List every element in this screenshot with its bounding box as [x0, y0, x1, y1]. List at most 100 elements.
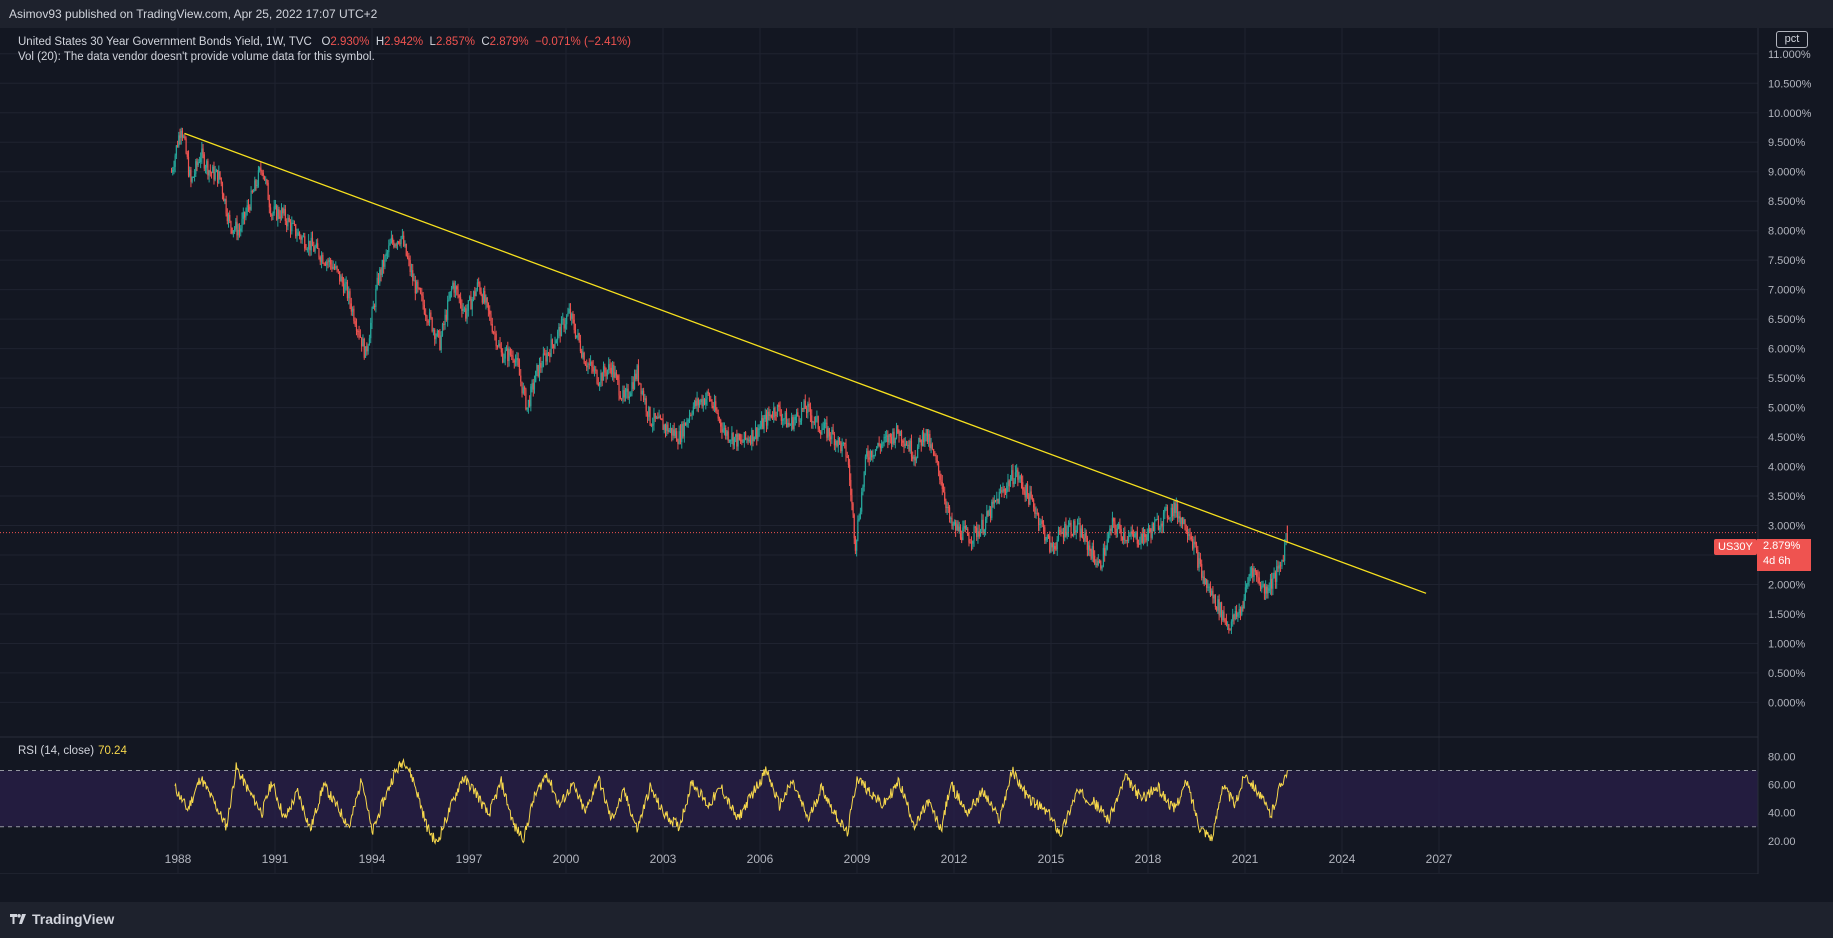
- candle-body: [1278, 565, 1280, 569]
- candle-body: [1178, 516, 1180, 519]
- candle-body: [1091, 546, 1093, 559]
- candle-body: [849, 464, 851, 481]
- candle-body: [747, 438, 749, 442]
- candle-body: [1155, 519, 1157, 522]
- time-tick-label: 2018: [1135, 852, 1162, 866]
- candle-body: [1214, 595, 1217, 607]
- candle-body: [613, 364, 615, 378]
- chart-canvas[interactable]: 0.000%0.500%1.000%1.500%2.000%2.500%3.00…: [0, 28, 1833, 874]
- candle-body: [687, 420, 689, 422]
- candle-body: [273, 206, 275, 214]
- candle-body: [385, 253, 387, 256]
- candle-body: [479, 283, 481, 292]
- trendline-layer[interactable]: [184, 132, 1427, 594]
- candle-body: [679, 431, 682, 443]
- candle-body: [588, 363, 590, 365]
- candle-body: [472, 291, 475, 299]
- candle-body: [1028, 494, 1030, 505]
- candle-body: [649, 406, 651, 425]
- candle-body: [277, 209, 279, 220]
- candle-body: [776, 404, 779, 416]
- candle-body: [844, 442, 846, 445]
- candle-body: [235, 221, 237, 229]
- candle-body: [1130, 531, 1132, 536]
- candle-body: [1271, 578, 1273, 589]
- candle-body: [403, 235, 405, 246]
- candle-body: [426, 316, 428, 322]
- candle-body: [335, 266, 337, 269]
- candle-body: [544, 353, 546, 355]
- candle-body: [467, 300, 469, 311]
- candle-body: [268, 199, 270, 208]
- candle-body: [1113, 518, 1115, 522]
- candle-body: [928, 433, 930, 442]
- candle-body: [628, 396, 630, 398]
- candle-body: [1284, 545, 1286, 561]
- candle-body: [863, 471, 865, 487]
- candle-body: [1049, 535, 1051, 552]
- candle-body: [328, 259, 330, 263]
- candle-body: [968, 535, 970, 543]
- candle-body: [1165, 507, 1167, 509]
- candle-body: [1078, 522, 1080, 524]
- candle-body: [653, 413, 655, 425]
- candle-body: [480, 291, 482, 296]
- candle-body: [1164, 508, 1166, 513]
- candle-body: [1080, 528, 1082, 538]
- candle-body: [1060, 530, 1062, 534]
- candle-body: [514, 360, 517, 363]
- candle-body: [924, 435, 926, 443]
- candle-body: [221, 183, 224, 194]
- candle-body: [1018, 478, 1020, 480]
- candle-body: [797, 412, 799, 417]
- candle-body: [538, 363, 541, 377]
- candle-body: [584, 363, 586, 366]
- price-scale-unit-button[interactable]: pct: [1776, 31, 1808, 48]
- candle-body: [884, 436, 886, 438]
- candle-body: [1207, 587, 1209, 589]
- candle-body: [1095, 563, 1097, 565]
- tradingview-logo[interactable]: TradingView: [10, 911, 114, 927]
- candle-body: [1195, 544, 1198, 550]
- candle-body: [841, 442, 843, 452]
- candle-body: [438, 330, 440, 332]
- candle-body: [624, 391, 627, 398]
- candle-body: [174, 155, 176, 167]
- candle-body: [1244, 587, 1247, 599]
- candle-body: [1217, 599, 1219, 611]
- candle-body: [992, 501, 994, 504]
- candle-body: [1154, 521, 1156, 532]
- candle-body: [845, 444, 847, 457]
- high-label: H: [375, 36, 385, 48]
- candle-body: [1071, 534, 1073, 536]
- candle-body: [1085, 532, 1087, 538]
- candle-body: [1137, 543, 1140, 545]
- last-price-value: 2.879%: [1763, 540, 1801, 552]
- candle-body: [878, 443, 880, 446]
- candle-body: [671, 427, 673, 436]
- candle-body: [923, 432, 925, 443]
- candle-body: [606, 370, 608, 377]
- candle-body: [645, 398, 647, 412]
- candle-body: [611, 364, 614, 375]
- candle-body: [700, 399, 702, 403]
- trendline[interactable]: [184, 132, 1427, 594]
- candle-body: [1257, 576, 1259, 578]
- open-label: O: [321, 36, 331, 48]
- candle-body: [1141, 533, 1143, 543]
- candle-body: [516, 357, 518, 361]
- candle-body: [1145, 537, 1147, 541]
- candle-body: [505, 348, 508, 351]
- candle-body: [370, 322, 372, 339]
- candle-body: [813, 421, 815, 423]
- candle-body: [567, 312, 569, 316]
- candle-body: [697, 398, 699, 406]
- candle-body: [723, 427, 726, 430]
- candle-body: [1069, 522, 1071, 526]
- candle-body: [868, 457, 870, 460]
- candle-body: [780, 414, 782, 421]
- time-tick-label: 1991: [262, 852, 289, 866]
- candle-body: [533, 382, 536, 390]
- candle-body: [692, 406, 694, 414]
- candle-body: [1147, 528, 1150, 535]
